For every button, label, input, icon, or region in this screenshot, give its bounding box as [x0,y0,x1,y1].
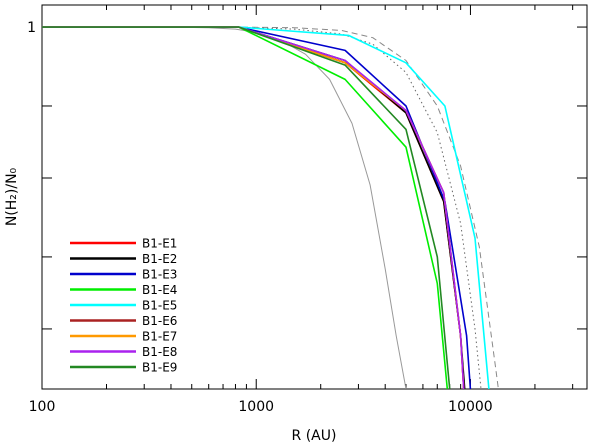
series-line-b1-e7 [42,26,465,389]
reference-curve-solid [42,26,407,389]
legend-label: B1-E1 [142,237,177,251]
legend-label: B1-E8 [142,345,177,359]
legend-label: B1-E5 [142,299,177,313]
reference-curve-dashed [42,26,499,389]
series-line-b1-e9 [42,26,451,389]
series-lines [42,26,499,389]
reference-curve-dotted [42,26,482,389]
legend-label: B1-E3 [142,268,177,282]
legend-label: B1-E4 [142,283,177,297]
series-line-b1-e5 [42,26,490,389]
legend-label: B1-E2 [142,252,177,266]
x-tick-label: 10000 [448,399,493,415]
legend-label: B1-E7 [142,330,177,344]
series-line-b1-e8 [42,26,465,389]
axis-ticks: 100 1000 10000 1 [27,5,587,415]
series-line-b1-e4 [42,26,449,389]
y-axis-label: N(H₂)/N₀ [4,167,20,226]
series-line-b1-e3 [42,26,472,389]
x-axis-label: R (AU) [292,428,337,444]
legend-label: B1-E9 [142,361,177,375]
series-line-b1-e6 [42,26,465,389]
x-tick-label: 100 [29,399,56,415]
y-tick-label: 1 [27,20,36,36]
legend-label: B1-E6 [142,314,177,328]
x-tick-label: 1000 [238,399,274,415]
series-line-b1-e2 [42,26,466,389]
plot-frame [41,4,588,390]
series-line-b1-e1 [42,26,465,389]
